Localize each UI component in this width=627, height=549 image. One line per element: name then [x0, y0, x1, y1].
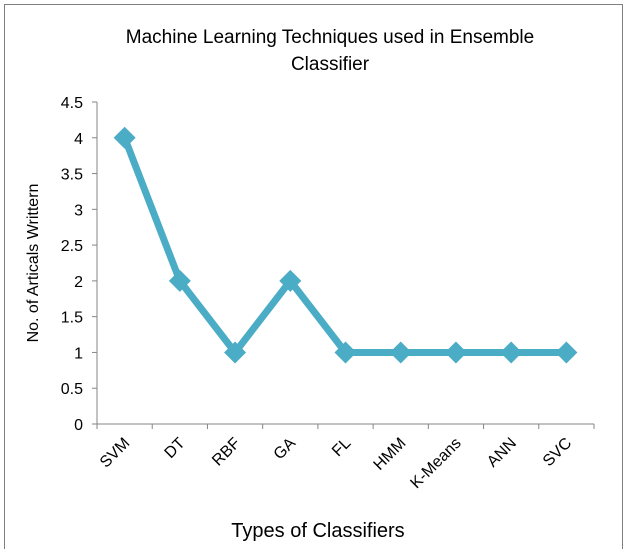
line: [121, 136, 567, 356]
marker: [444, 341, 467, 364]
chart-title: Machine Learning Techniques used in Ense…: [125, 27, 535, 75]
y-tick-label: 1: [74, 345, 83, 362]
marker: [168, 269, 191, 292]
y-axis-title: No. of Articals Writtern: [25, 184, 42, 343]
y-tick-label: 0.5: [61, 381, 83, 398]
marker: [113, 126, 136, 149]
marker: [389, 341, 412, 364]
y-tick-label: 0: [74, 417, 83, 434]
marker: [224, 341, 247, 364]
x-tick-label: GA: [271, 435, 300, 464]
x-tick-label: SVC: [540, 435, 575, 470]
y-tick-label: 2.5: [61, 238, 83, 255]
marker: [500, 341, 523, 364]
y-tick-label: 2: [74, 274, 83, 291]
marker: [279, 269, 302, 292]
y-tick-label: 3.5: [61, 167, 83, 184]
y-tick-label: 4.5: [61, 95, 83, 112]
x-tick-label: K-Means: [407, 435, 464, 492]
y-tick-label: 3: [74, 202, 83, 219]
x-tick-label: SVM: [97, 435, 134, 472]
x-tick-label: ANN: [484, 435, 520, 471]
chart-border: [4, 4, 623, 549]
x-tick-label: RBF: [209, 435, 244, 470]
x-tick-label: FL: [329, 435, 354, 460]
x-tick-label: HMM: [371, 435, 410, 474]
x-tick-label: DT: [162, 435, 189, 462]
x-axis-title: Types of Classifiers: [231, 520, 404, 542]
y-tick-label: 1.5: [61, 310, 83, 327]
marker: [555, 341, 578, 364]
y-tick-label: 4: [74, 131, 83, 148]
marker: [334, 341, 357, 364]
